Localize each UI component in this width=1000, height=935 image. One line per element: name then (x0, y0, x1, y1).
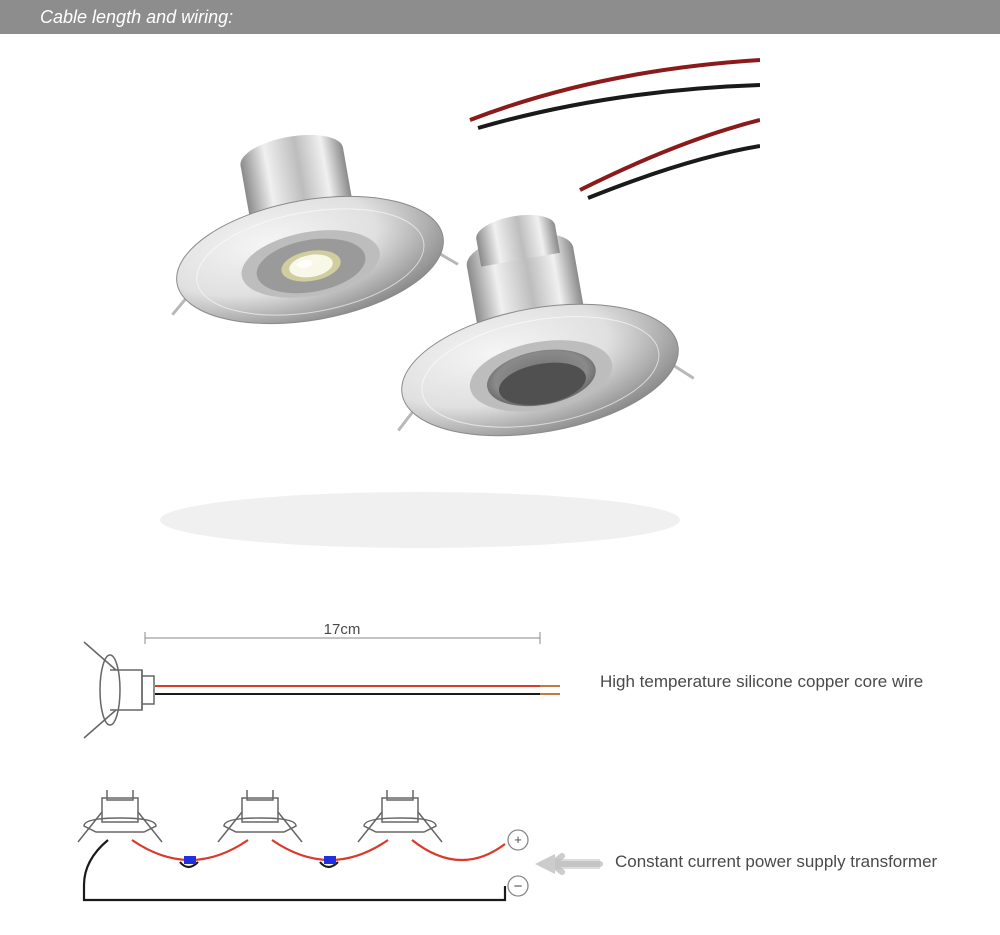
product-photo-svg (80, 50, 760, 580)
product-photo (80, 50, 760, 580)
svg-text:17cm: 17cm (324, 621, 361, 638)
section-title: Cable length and wiring: (40, 7, 233, 28)
cable-length-diagram: 17cm High temperature silicone copper co… (60, 620, 940, 760)
section-header: Cable length and wiring: (0, 0, 1000, 34)
svg-text:−: − (514, 878, 523, 895)
wire-type-label: High temperature silicone copper core wi… (600, 672, 923, 692)
svg-text:+: + (514, 832, 522, 847)
wiring-series-diagram: + − Constant current power supply transfo… (60, 790, 940, 930)
transformer-label: Constant current power supply transforme… (615, 852, 937, 872)
